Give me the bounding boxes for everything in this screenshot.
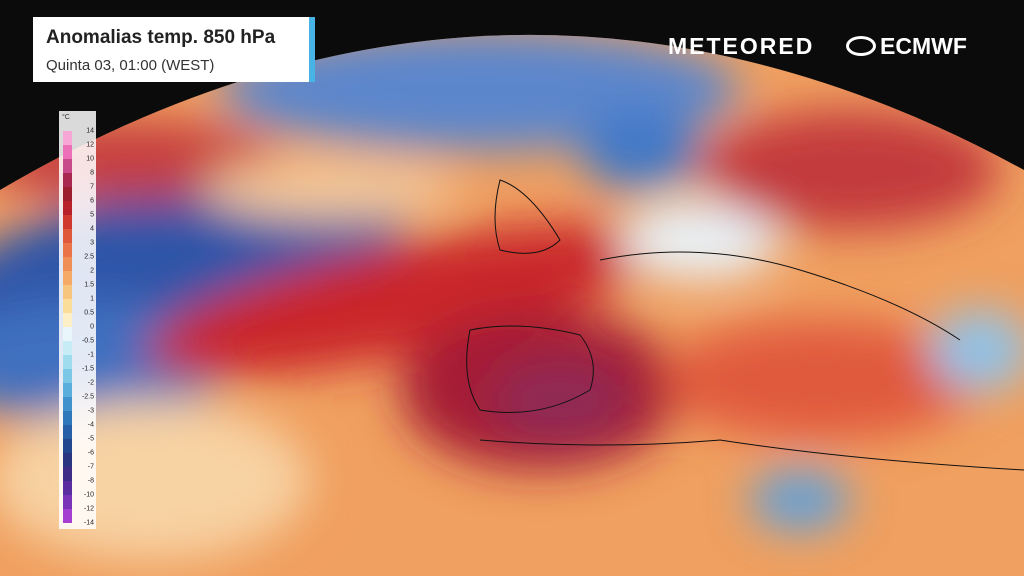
legend-swatch bbox=[63, 397, 72, 411]
legend-label: -12 bbox=[83, 505, 94, 513]
legend-swatch bbox=[63, 131, 72, 145]
legend-swatch bbox=[63, 187, 72, 201]
legend-swatch bbox=[63, 327, 72, 341]
legend-label: -8 bbox=[87, 477, 94, 485]
legend-unit: °C bbox=[62, 114, 70, 121]
legend-swatch bbox=[63, 509, 72, 523]
legend-label: 14 bbox=[86, 127, 94, 135]
legend-swatch bbox=[63, 355, 72, 369]
legend-label: -7 bbox=[87, 463, 94, 471]
legend-label: -2.5 bbox=[81, 393, 94, 401]
legend-swatch bbox=[63, 285, 72, 299]
legend-swatch bbox=[63, 411, 72, 425]
subtitle: Quinta 03, 01:00 (WEST) bbox=[46, 57, 215, 74]
legend-label: 1 bbox=[90, 295, 94, 303]
legend-label: -2 bbox=[87, 379, 94, 387]
legend-swatch bbox=[63, 271, 72, 285]
legend-label: 0 bbox=[90, 323, 94, 331]
legend-swatch bbox=[63, 159, 72, 173]
legend-swatch bbox=[63, 229, 72, 243]
legend-swatch bbox=[63, 201, 72, 215]
legend-swatch bbox=[63, 425, 72, 439]
legend-label: 12 bbox=[86, 141, 94, 149]
legend-swatch bbox=[63, 439, 72, 453]
legend-swatch bbox=[63, 173, 72, 187]
ecmwf-icon bbox=[846, 36, 876, 56]
legend-label: 1.5 bbox=[84, 281, 94, 289]
legend-swatch bbox=[63, 243, 72, 257]
legend-label: 4 bbox=[90, 225, 94, 233]
legend-label: 8 bbox=[90, 169, 94, 177]
legend-label: -0.5 bbox=[81, 337, 94, 345]
title: Anomalias temp. 850 hPa bbox=[46, 27, 276, 48]
legend-swatch bbox=[63, 481, 72, 495]
legend-label: -1 bbox=[87, 351, 94, 359]
legend-swatch bbox=[63, 453, 72, 467]
legend-label: -14 bbox=[83, 519, 94, 527]
legend-swatch bbox=[63, 215, 72, 229]
legend-label: 2 bbox=[90, 267, 94, 275]
legend-label: -4 bbox=[87, 421, 94, 429]
title-box: Anomalias temp. 850 hPa Quinta 03, 01:00… bbox=[33, 17, 315, 82]
legend-label: 6 bbox=[90, 197, 94, 205]
legend-label: 10 bbox=[86, 155, 94, 163]
legend-label: -3 bbox=[87, 407, 94, 415]
legend-label: 2.5 bbox=[84, 253, 94, 261]
legend-swatch bbox=[63, 341, 72, 355]
legend-label: -6 bbox=[87, 449, 94, 457]
legend-label: 3 bbox=[90, 239, 94, 247]
legend-label: 0.5 bbox=[84, 309, 94, 317]
legend-label: 5 bbox=[90, 211, 94, 219]
legend-label: -1.5 bbox=[81, 365, 94, 373]
legend-swatch bbox=[63, 495, 72, 509]
coastlines bbox=[466, 179, 1024, 471]
legend-label: -10 bbox=[83, 491, 94, 499]
legend-swatch bbox=[63, 145, 72, 159]
ecmwf-logo: ECMWF bbox=[880, 33, 967, 59]
legend-swatch bbox=[63, 299, 72, 313]
legend-swatch bbox=[63, 369, 72, 383]
meteored-logo: METEORED bbox=[668, 33, 815, 59]
legend-swatch bbox=[63, 257, 72, 271]
legend-swatch bbox=[63, 467, 72, 481]
legend-label: 7 bbox=[90, 183, 94, 191]
legend: °C 14 12 10 8 7 6 5 4 3 2.5 2 1.5 1 0.5 0 -0.5 -1 -1.5 -2 -… bbox=[59, 111, 96, 529]
legend-swatch bbox=[63, 313, 72, 327]
legend-swatch bbox=[63, 383, 72, 397]
legend-label: -5 bbox=[87, 435, 94, 443]
